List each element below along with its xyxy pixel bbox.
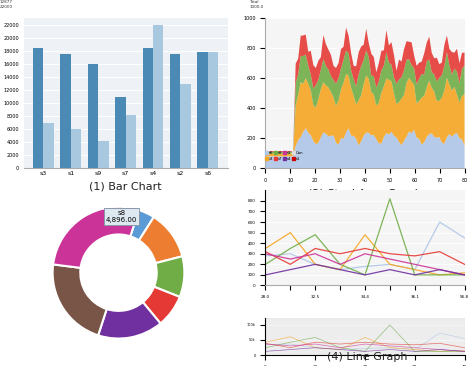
X-axis label: (1) Bar Chart: (1) Bar Chart (89, 182, 162, 192)
Bar (60, 54, 71, 168)
Bar (88, 64, 98, 168)
Wedge shape (143, 287, 180, 324)
Bar (115, 97, 126, 168)
Bar (33, 48, 44, 168)
Bar (170, 54, 181, 168)
Bar (44, 123, 54, 168)
Bar (181, 83, 191, 168)
Bar (153, 25, 164, 168)
Bar (208, 52, 218, 168)
Bar (126, 115, 136, 168)
Wedge shape (130, 210, 154, 240)
Wedge shape (98, 302, 161, 339)
Bar (143, 48, 153, 168)
Wedge shape (53, 207, 139, 268)
Bar (198, 52, 208, 168)
Wedge shape (154, 256, 184, 297)
Text: (4) Line Graph: (4) Line Graph (327, 352, 408, 362)
Bar (265, 318, 465, 355)
Text: s8
4,896.00: s8 4,896.00 (106, 210, 137, 223)
Wedge shape (53, 264, 107, 335)
Bar (98, 141, 109, 168)
Bar (71, 129, 81, 168)
Wedge shape (139, 217, 182, 263)
Text: Total
1000.0: Total 1000.0 (249, 0, 264, 9)
X-axis label: (2) StackArea Graph: (2) StackArea Graph (308, 188, 422, 199)
Legend: s6, s3, s8, s7, s1, s4, Can, s1: s6, s3, s8, s7, s1, s4, Can, s1 (264, 149, 305, 163)
Text: 12877
22000: 12877 22000 (0, 0, 12, 9)
